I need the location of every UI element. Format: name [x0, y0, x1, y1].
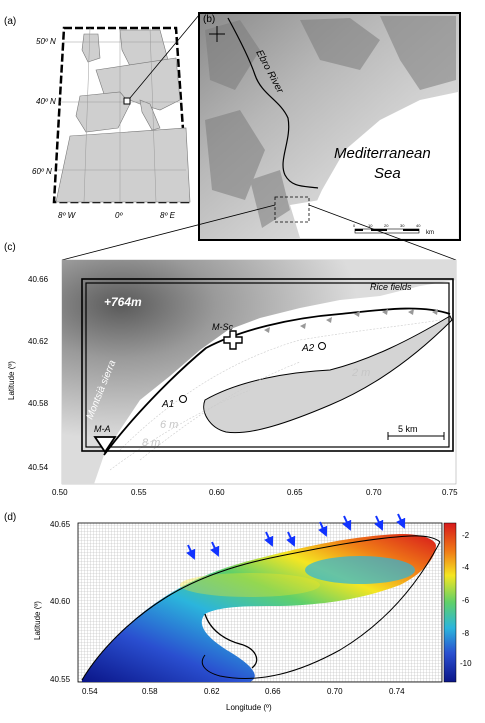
sea-label-2: Sea: [374, 165, 401, 182]
delta-spit: [203, 315, 453, 434]
c-ytick-2: 40.58: [28, 399, 49, 408]
scale-bar-c: 5 km: [387, 424, 445, 440]
c-xtick-4: 0.70: [366, 488, 382, 497]
d-xtick-1: 0.58: [142, 687, 158, 696]
contour-label-2m: 2 m: [351, 367, 370, 379]
axis-d-x: 0.54 0.58 0.62 0.66 0.70 0.74 Longitude …: [82, 687, 405, 712]
c-xtick-1: 0.55: [131, 488, 147, 497]
scale-bar-b: 0 10 20 30 40 km: [353, 223, 434, 236]
panel-c: (c) +764m Montsià sierra Rice fields: [4, 242, 458, 497]
cbar-tick-0: -2: [462, 531, 470, 540]
lon-label-8w: 8º W: [58, 211, 77, 220]
land-uk: [81, 33, 101, 63]
c-ytick-1: 40.62: [28, 337, 49, 346]
panel-b-label: (b): [203, 14, 215, 25]
d-xtick-0: 0.54: [82, 687, 98, 696]
d-xtick-4: 0.70: [327, 687, 343, 696]
panel-b: Ebro River Mediterranean Sea (b) 0 10 20…: [198, 12, 461, 241]
ebro-river: [227, 17, 319, 189]
c-xtick-3: 0.65: [287, 488, 303, 497]
lat-label-60: 60º N: [32, 167, 52, 176]
c-ytick-3: 40.54: [28, 463, 49, 472]
scale-label-c: 5 km: [398, 424, 418, 434]
lon-label-0: 0º: [115, 211, 123, 220]
sea-label-1: Mediterranean: [334, 145, 431, 162]
rice-field-arrows: [264, 309, 438, 333]
lat-label-50: 50º N: [36, 37, 56, 46]
station-m-a: M-A: [93, 424, 117, 454]
axis-c-y: 40.66 40.62 40.58 40.54 Latitude (º): [7, 275, 49, 472]
d-ytick-0: 40.65: [50, 520, 71, 529]
axis-d-y: 40.65 40.60 40.55 Latitude (º): [33, 520, 71, 684]
d-ytick-1: 40.60: [50, 597, 71, 606]
coastline-d: [81, 535, 441, 681]
leader-line-ab: [129, 14, 200, 99]
c-xtick-2: 0.60: [209, 488, 225, 497]
deep-zone-center: [305, 556, 415, 584]
d-xtick-3: 0.66: [265, 687, 281, 696]
station-m-sc: M-Sc: [212, 322, 243, 350]
scale-tick-20: 20: [384, 223, 389, 228]
cbar-tick-2: -6: [462, 596, 470, 605]
cbar-tick-4: -10: [460, 659, 472, 668]
leader-line-bc-right: [308, 204, 457, 261]
d-xtick-5: 0.74: [389, 687, 405, 696]
deep-zone-mid: [180, 573, 320, 597]
model-domain-inner: [85, 282, 450, 448]
d-xtick-2: 0.62: [204, 687, 220, 696]
coastline-c: [103, 307, 451, 456]
c-xtick-0: 0.50: [52, 488, 68, 497]
scale-tick-10: 10: [368, 223, 373, 228]
elevation-label: +764m: [104, 295, 142, 309]
panel-d-label: (d): [4, 512, 16, 523]
contour-label-8m: 8 m: [142, 437, 160, 449]
zoom-box: [274, 196, 310, 223]
cbar-tick-3: -8: [462, 629, 470, 638]
colorbar: [443, 522, 457, 683]
lagoon-coast-d: [204, 613, 258, 669]
c-xtick-5: 0.75: [442, 488, 458, 497]
station-a2-label: A2: [301, 343, 315, 354]
panel-d: (d) -2 -4 -6 -8 -10 40.65 40.60: [4, 512, 472, 712]
d-xlabel: Longitude (º): [226, 703, 272, 712]
cbar-tick-1: -4: [462, 563, 470, 572]
c-ylabel: Latitude (º): [7, 361, 16, 400]
lat-label-40: 40º N: [36, 97, 56, 106]
model-domain-outer: [81, 278, 454, 452]
scale-tick-0: 0: [353, 223, 356, 228]
mountain-texture: [205, 16, 456, 228]
station-a2: A2: [301, 342, 326, 354]
mediterranean-sea: [300, 92, 458, 238]
rice-fields-label: Rice fields: [370, 282, 412, 292]
station-a1-label: A1: [161, 399, 174, 410]
station-m-sc-label: M-Sc: [212, 322, 233, 332]
land-africa: [55, 127, 191, 203]
graticule: [57, 27, 186, 203]
scale-unit: km: [426, 230, 434, 236]
land-italy: [139, 99, 161, 131]
land-c: [62, 260, 456, 484]
panel-c-label: (c): [4, 242, 16, 253]
station-m-a-label: M-A: [94, 424, 111, 434]
panel-a: (a) 50º N 40º N 60º N 8º W 0º 8º E: [4, 14, 200, 220]
station-a1: A1: [161, 395, 187, 410]
contour-label-6m: 6 m: [160, 419, 178, 431]
scale-tick-40: 40: [416, 223, 421, 228]
study-area-marker: [123, 97, 131, 105]
drainage-arrows: [186, 513, 406, 560]
c-ytick-0: 40.66: [28, 275, 49, 284]
scale-tick-30: 30: [400, 223, 405, 228]
lon-label-8e: 8º E: [160, 211, 176, 220]
panel-a-label: (a): [4, 16, 16, 27]
north-arrow-icon: [209, 26, 225, 42]
leader-line-bc-left: [61, 204, 276, 261]
d-ytick-2: 40.55: [50, 675, 71, 684]
depth-contours: [109, 319, 441, 471]
d-ylabel: Latitude (º): [33, 601, 42, 640]
axis-c-x: 0.50 0.55 0.60 0.65 0.70 0.75: [52, 488, 458, 497]
spit-outline-d: [201, 541, 441, 679]
